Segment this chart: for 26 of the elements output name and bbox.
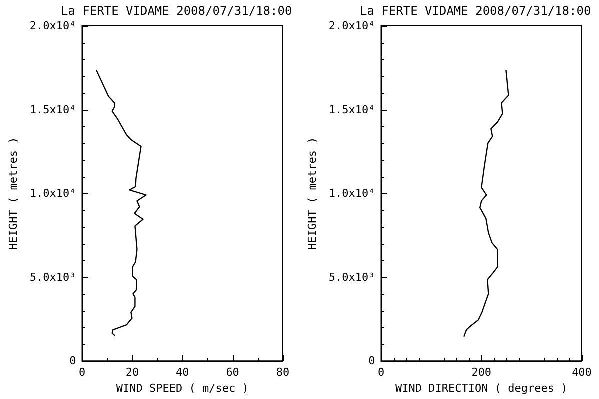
y-tick-label: 5.0x10³ <box>328 270 376 284</box>
y-tick-label: 0 <box>70 354 76 368</box>
line-series <box>463 70 510 338</box>
x-axis-title: WIND SPEED ( m/sec ) <box>116 382 249 395</box>
y-tick-label: 2.0x10⁴ <box>328 20 376 32</box>
y-axis-title: HEIGHT ( metres ) <box>7 137 20 250</box>
x-tick-label: 0 <box>78 366 86 380</box>
x-tick-label: 40 <box>176 366 190 380</box>
chart-title: La FERTE VIDAME 2008/07/31/18:00 <box>61 4 292 18</box>
x-tick-label: 400 <box>572 366 592 380</box>
y-tick-label: 5.0x10³ <box>30 270 76 284</box>
y-tick-label: 1.5x10⁴ <box>30 103 76 116</box>
y-tick-label: 1.0x10⁴ <box>328 187 376 200</box>
x-tick-label: 0 <box>378 366 385 380</box>
y-tick-label: 0 <box>368 354 376 368</box>
y-tick-label: 1.5x10⁴ <box>328 103 376 116</box>
y-axis-title: HEIGHT ( metres ) <box>306 137 319 250</box>
y-tick-label: 1.0x10⁴ <box>30 187 76 200</box>
chart-title: La FERTE VIDAME 2008/07/31/18:00 <box>360 4 592 18</box>
x-tick-label: 60 <box>226 366 240 380</box>
x-tick-label: 200 <box>472 366 492 380</box>
x-tick-label: 20 <box>126 366 140 380</box>
x-tick-label: 80 <box>276 366 290 380</box>
line-series <box>96 70 147 337</box>
y-tick-label: 2.0x10⁴ <box>30 20 76 32</box>
x-axis-title: WIND DIRECTION ( degrees ) <box>396 382 568 395</box>
